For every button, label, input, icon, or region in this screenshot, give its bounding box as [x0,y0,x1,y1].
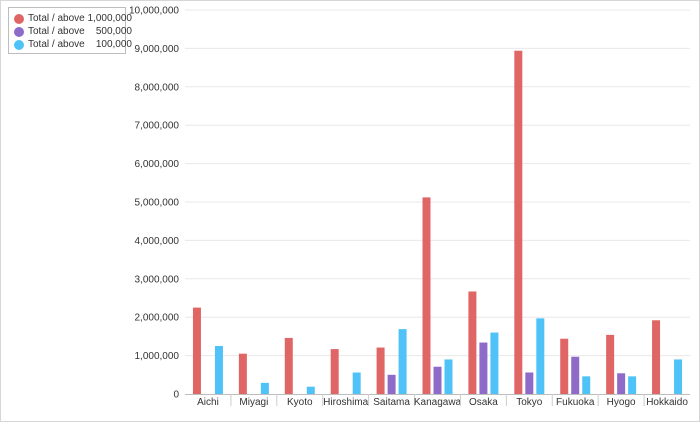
bar-saitama-series-0 [376,347,385,394]
y-tick-label: 0 [173,390,179,401]
legend-item-above-500000[interactable]: Total / above 500,000 [14,25,132,39]
bar-kanagawa-series-1 [433,366,442,394]
x-tick-label: Miyagi [239,397,268,408]
legend-item-above-1000000[interactable]: Total / above 1,000,000 [14,12,132,26]
bar-miyagi-series-0 [238,353,247,394]
bar-hokkaido-series-0 [652,320,661,394]
bar-hiroshima-series-2 [352,372,361,394]
y-tick-label: 3,000,000 [135,274,180,285]
bar-saitama-series-2 [398,329,407,394]
x-tick-label: Tokyo [516,397,543,408]
y-tick-label: 5,000,000 [135,198,180,209]
y-tick-label: 10,000,000 [129,6,179,17]
x-tick-label: Kanagawa [414,397,462,408]
legend-swatch-purple [14,27,24,37]
bar-kyoto-series-0 [284,337,293,394]
bar-tokyo-series-0 [514,50,523,394]
bar-hyogo-series-1 [617,373,626,394]
bar-aichi-series-2 [214,346,223,394]
x-tick-label: Fukuoka [556,397,595,408]
bar-osaka-series-2 [490,332,499,394]
bar-hyogo-series-0 [606,334,615,394]
y-tick-label: 1,000,000 [135,351,180,362]
x-tick-label: Osaka [469,397,498,408]
y-tick-label: 4,000,000 [135,236,180,247]
bar-kanagawa-series-2 [444,359,453,394]
bar-fukuoka-series-0 [560,338,569,394]
bar-saitama-series-1 [387,374,396,394]
bar-osaka-series-0 [468,291,477,394]
chart-legend: Total / above 1,000,000 Total / above 50… [8,7,132,54]
y-tick-label: 8,000,000 [135,82,180,93]
x-tick-label: Hiroshima [323,397,368,408]
x-tick-label: Hokkaido [646,397,688,408]
x-tick-label: Hyogo [607,397,636,408]
legend-label: Total / above 1,000,000 [28,13,132,24]
legend-swatch-cyan [14,40,24,50]
bar-tokyo-series-1 [525,372,534,394]
legend-item-above-100000[interactable]: Total / above 100,000 [14,38,132,52]
x-tick-label: Aichi [197,397,219,408]
x-tick-label: Saitama [373,397,410,408]
y-tick-label: 6,000,000 [135,159,180,170]
bar-osaka-series-1 [479,342,488,394]
bar-hokkaido-series-2 [674,359,683,394]
legend-label: Total / above 500,000 [28,26,132,37]
y-tick-label: 7,000,000 [135,121,180,132]
y-tick-label: 9,000,000 [135,44,180,55]
bar-hiroshima-series-0 [330,349,339,394]
bar-fukuoka-series-1 [571,356,580,394]
y-tick-label: 2,000,000 [135,313,180,324]
bar-miyagi-series-2 [260,382,269,394]
bar-aichi-series-0 [192,307,201,394]
bar-kyoto-series-2 [306,386,315,394]
bar-hyogo-series-2 [628,376,637,394]
x-tick-label: Kyoto [287,397,313,408]
legend-label: Total / above 100,000 [28,39,132,50]
bar-kanagawa-series-0 [422,197,431,394]
bar-tokyo-series-2 [536,318,545,394]
bar-fukuoka-series-2 [582,376,591,394]
legend-swatch-red [14,14,24,24]
